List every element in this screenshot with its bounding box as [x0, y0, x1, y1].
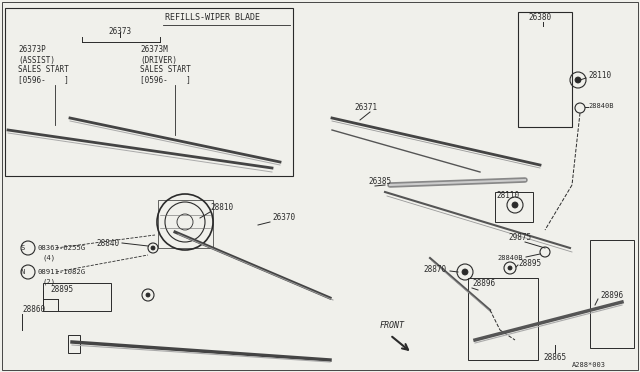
- Circle shape: [146, 293, 150, 297]
- Text: REFILLS-WIPER BLADE: REFILLS-WIPER BLADE: [165, 13, 260, 22]
- Text: 28840: 28840: [97, 238, 120, 247]
- Bar: [43, 283, 111, 311]
- Text: [0596-    ]: [0596- ]: [18, 76, 69, 84]
- Text: 28865: 28865: [543, 353, 566, 362]
- Text: 26371: 26371: [354, 103, 377, 112]
- Text: 08911-1082G: 08911-1082G: [37, 269, 85, 275]
- Bar: [158, 200, 213, 248]
- Text: 28895: 28895: [518, 260, 541, 269]
- Text: 26373P: 26373P: [18, 45, 45, 55]
- Bar: [468, 278, 538, 360]
- Text: (4): (4): [43, 255, 56, 261]
- Bar: [590, 240, 634, 348]
- Text: 26370: 26370: [272, 214, 295, 222]
- Text: A288*003: A288*003: [572, 362, 606, 368]
- Text: 08363-6255G: 08363-6255G: [37, 245, 85, 251]
- Text: 28870: 28870: [424, 266, 447, 275]
- Text: 28110: 28110: [588, 71, 611, 80]
- Text: FRONT: FRONT: [380, 321, 405, 330]
- Text: 29875: 29875: [508, 234, 531, 243]
- Circle shape: [151, 246, 155, 250]
- Text: SALES START: SALES START: [140, 65, 191, 74]
- Text: 28810: 28810: [210, 203, 233, 212]
- Text: (ASSIST): (ASSIST): [18, 55, 55, 64]
- Bar: [68, 335, 80, 353]
- Text: 28840B: 28840B: [588, 103, 614, 109]
- Text: S: S: [21, 245, 25, 251]
- Text: 28896: 28896: [600, 291, 623, 299]
- Circle shape: [462, 269, 468, 275]
- Text: (DRIVER): (DRIVER): [140, 55, 177, 64]
- Bar: [5, 8, 293, 176]
- Text: 28110: 28110: [496, 192, 519, 201]
- Text: N: N: [21, 269, 25, 275]
- Text: 28895: 28895: [50, 285, 73, 295]
- Text: [0596-    ]: [0596- ]: [140, 76, 191, 84]
- Text: 26385: 26385: [368, 177, 391, 186]
- Text: 26373: 26373: [108, 28, 132, 36]
- Text: 26380: 26380: [528, 13, 551, 22]
- Circle shape: [575, 77, 581, 83]
- Bar: [495, 192, 533, 222]
- Text: SALES START: SALES START: [18, 65, 69, 74]
- Text: 26373M: 26373M: [140, 45, 168, 55]
- Text: (2): (2): [43, 279, 56, 285]
- Text: 28840B: 28840B: [497, 255, 523, 261]
- Circle shape: [508, 266, 512, 270]
- Bar: [518, 12, 572, 127]
- Text: 28860: 28860: [22, 305, 45, 314]
- Text: 28896: 28896: [472, 279, 495, 289]
- Circle shape: [512, 202, 518, 208]
